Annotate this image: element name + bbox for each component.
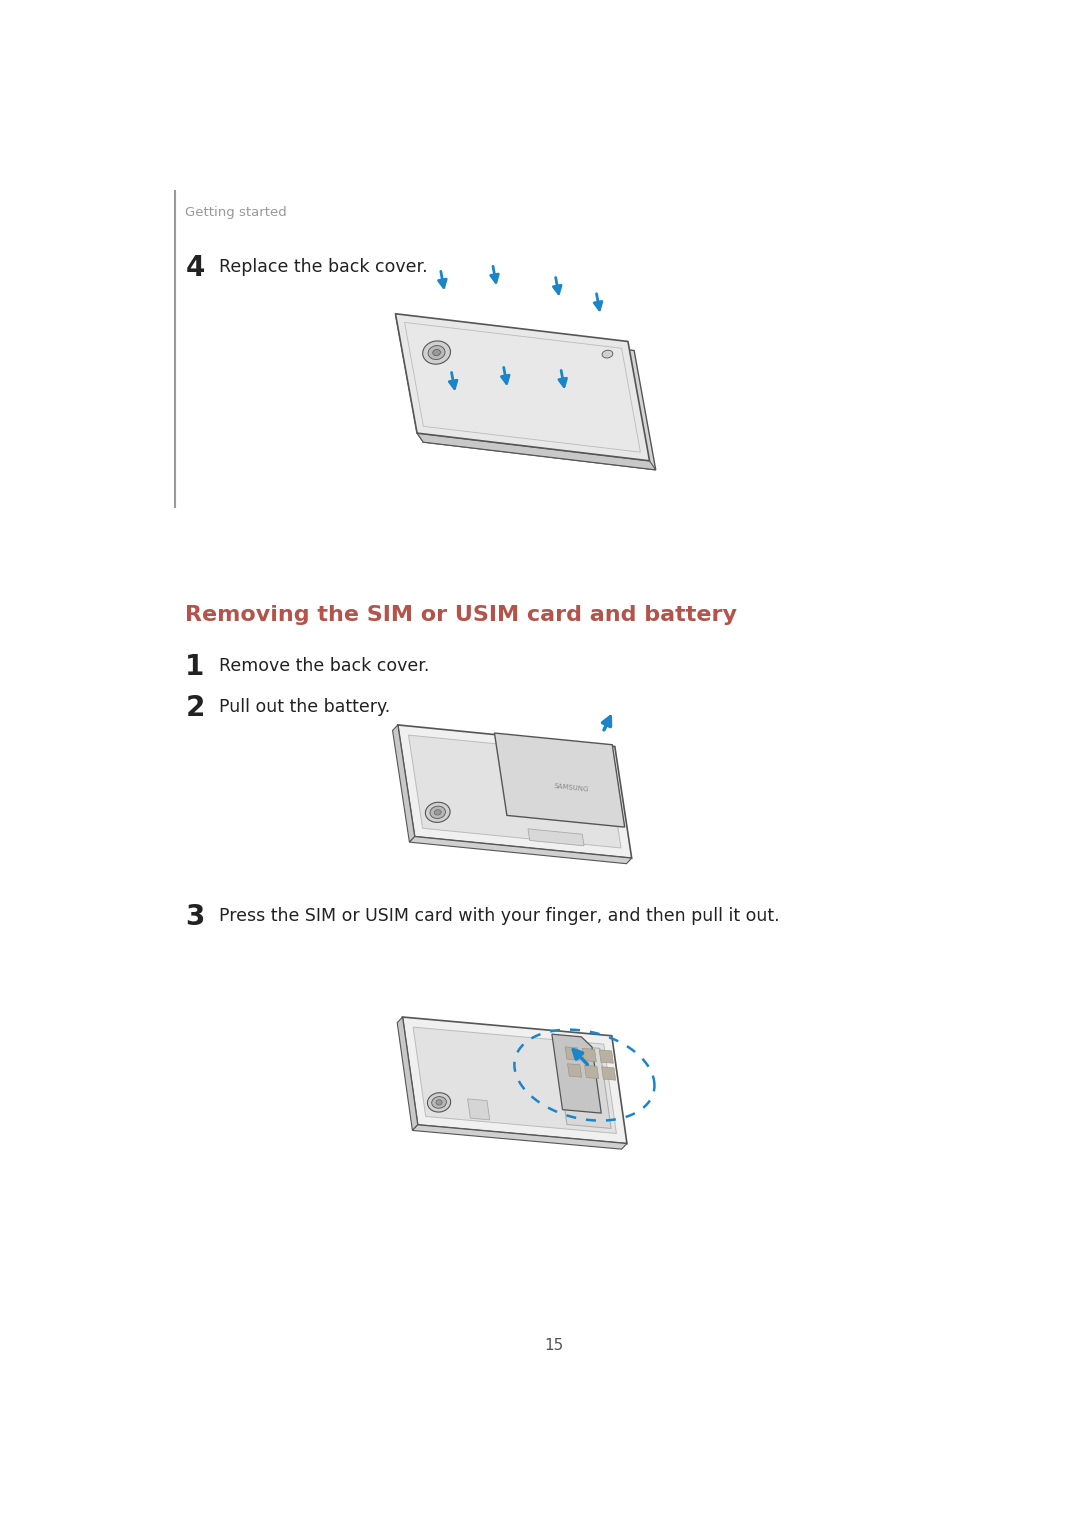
Ellipse shape xyxy=(433,350,441,356)
Polygon shape xyxy=(408,734,621,847)
Text: Press the SIM or USIM card with your finger, and then pull it out.: Press the SIM or USIM card with your fin… xyxy=(218,907,780,925)
Ellipse shape xyxy=(430,806,445,818)
Text: 3: 3 xyxy=(186,902,205,931)
Text: Replace the back cover.: Replace the back cover. xyxy=(218,258,428,276)
Polygon shape xyxy=(528,829,584,846)
Ellipse shape xyxy=(428,345,445,359)
Polygon shape xyxy=(402,322,656,470)
Text: SAMSUNG: SAMSUNG xyxy=(554,783,590,793)
Ellipse shape xyxy=(602,350,612,357)
Polygon shape xyxy=(397,725,632,858)
Polygon shape xyxy=(599,1051,613,1063)
Polygon shape xyxy=(582,1049,596,1061)
Ellipse shape xyxy=(436,1099,442,1106)
Polygon shape xyxy=(397,1017,418,1130)
Polygon shape xyxy=(414,1028,617,1133)
Text: 15: 15 xyxy=(544,1338,563,1353)
Polygon shape xyxy=(552,1034,602,1113)
Polygon shape xyxy=(409,837,632,864)
Ellipse shape xyxy=(434,809,442,815)
Text: Pull out the battery.: Pull out the battery. xyxy=(218,698,390,716)
Polygon shape xyxy=(565,1048,579,1060)
Text: 2: 2 xyxy=(186,693,205,722)
Text: Getting started: Getting started xyxy=(186,206,287,220)
Text: 1: 1 xyxy=(186,654,204,681)
Text: Removing the SIM or USIM card and battery: Removing the SIM or USIM card and batter… xyxy=(186,605,738,625)
Ellipse shape xyxy=(432,1096,446,1109)
Polygon shape xyxy=(555,1044,611,1128)
Polygon shape xyxy=(395,313,649,461)
Polygon shape xyxy=(413,1125,627,1150)
Text: 4: 4 xyxy=(186,253,205,282)
Ellipse shape xyxy=(428,1093,450,1112)
Polygon shape xyxy=(567,1064,582,1077)
Polygon shape xyxy=(395,313,423,443)
Polygon shape xyxy=(584,1066,598,1078)
Polygon shape xyxy=(417,434,656,470)
Text: Remove the back cover.: Remove the back cover. xyxy=(218,657,429,675)
Polygon shape xyxy=(495,733,624,828)
Ellipse shape xyxy=(422,341,450,363)
Ellipse shape xyxy=(426,802,450,823)
Polygon shape xyxy=(602,1067,616,1080)
Polygon shape xyxy=(392,725,415,841)
Polygon shape xyxy=(468,1099,489,1119)
Polygon shape xyxy=(403,1017,627,1144)
